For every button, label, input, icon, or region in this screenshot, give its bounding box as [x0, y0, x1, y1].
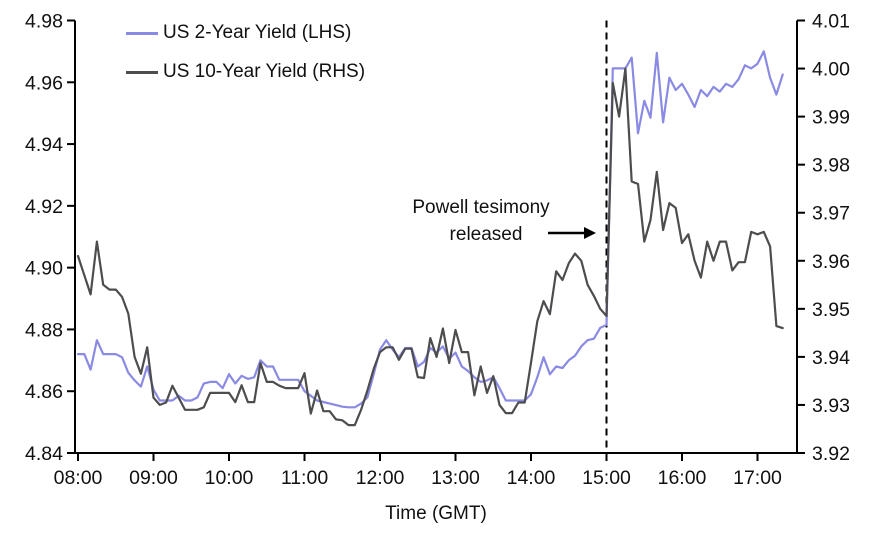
right-tick-label: 4.00: [812, 59, 850, 81]
right-tick-label: 3.99: [812, 107, 850, 129]
x-tick-label: 15:00: [582, 467, 631, 489]
x-tick-label: 08:00: [54, 467, 103, 489]
annotation-text-line2: released: [449, 224, 523, 245]
left-tick-label: 4.94: [25, 134, 63, 156]
legend-item-2y: US 2-Year Yield (LHS): [126, 22, 365, 44]
series-line-10y: [76, 67, 784, 427]
left-tick-label: 4.90: [25, 258, 63, 280]
x-tick-label: 14:00: [507, 467, 556, 489]
legend-label-10y: US 10-Year Yield (RHS): [163, 61, 366, 82]
legend-label-2y: US 2-Year Yield (LHS): [163, 22, 352, 43]
x-tick-label: 12:00: [356, 467, 405, 489]
x-tick-label: 11:00: [281, 467, 329, 489]
x-tick-label: 17:00: [733, 467, 782, 489]
series-line-2y: [76, 50, 784, 409]
right-tick-label: 3.93: [812, 395, 850, 417]
x-tick-label: 13:00: [431, 467, 480, 489]
x-tick-label: 10:00: [205, 467, 254, 489]
x-axis-title: Time (GMT): [385, 503, 487, 524]
x-tick-label: 09:00: [129, 467, 178, 489]
event-annotation: Powell tesimony released: [331, 194, 631, 248]
left-tick-label: 4.98: [25, 11, 63, 33]
annotation-text-line1: Powell tesimony: [412, 197, 550, 218]
right-tick-label: 3.97: [812, 203, 850, 225]
legend-item-10y: US 10-Year Yield (RHS): [126, 61, 365, 83]
right-tick-label: 4.01: [812, 11, 850, 33]
right-tick-label: 3.96: [812, 251, 850, 273]
left-tick-label: 4.92: [25, 196, 63, 218]
left-tick-label: 4.88: [25, 319, 63, 341]
left-tick-label: 4.96: [25, 72, 63, 94]
right-tick-label: 3.94: [812, 347, 850, 369]
2y-line-swatch-icon: [126, 31, 158, 35]
10y-line-swatch-icon: [126, 70, 158, 74]
left-tick-label: 4.84: [25, 443, 63, 465]
right-tick-label: 3.98: [812, 155, 850, 177]
left-tick-label: 4.86: [25, 381, 63, 403]
x-tick-label: 16:00: [658, 467, 707, 489]
chart-legend: US 2-Year Yield (LHS) US 10-Year Yield (…: [126, 22, 365, 83]
right-tick-label: 3.95: [812, 299, 850, 321]
right-arrow-icon: [548, 227, 596, 239]
right-tick-label: 3.92: [812, 443, 850, 465]
